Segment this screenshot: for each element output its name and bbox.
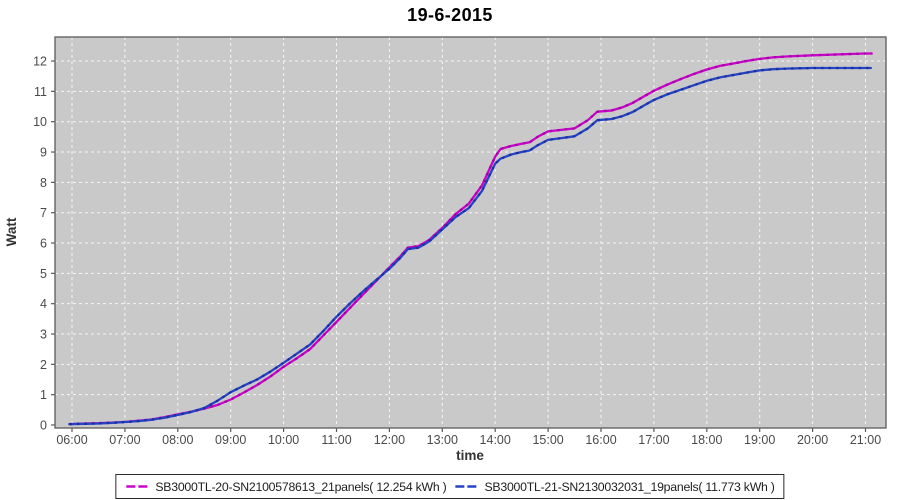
x-tick-label: 20:00 [797, 433, 828, 447]
legend-label-sb3000tl-20: SB3000TL-20-SN2100578613_21panels( 12.25… [155, 479, 447, 494]
x-tick-label: 17:00 [638, 433, 669, 447]
x-tick-label: 16:00 [585, 433, 616, 447]
x-tick-label: 06:00 [56, 433, 87, 447]
series-markers-1 [69, 52, 872, 426]
plot-background [55, 37, 886, 428]
x-tick-label: 13:00 [427, 433, 458, 447]
y-tick-label: 1 [40, 388, 47, 402]
y-tick-label: 5 [40, 267, 47, 281]
y-tick-label: 10 [33, 115, 47, 129]
x-tick-label: 09:00 [215, 433, 246, 447]
legend-line-icon-blue [455, 485, 480, 488]
y-tick-label: 3 [40, 328, 47, 342]
y-tick-label: 7 [40, 206, 47, 220]
chart-title: 19-6-2015 [407, 5, 493, 25]
y-tick-label: 11 [34, 85, 47, 99]
x-tick-label: 07:00 [109, 433, 140, 447]
y-tick-label: 12 [33, 55, 47, 69]
x-tick-label: 10:00 [268, 433, 299, 447]
y-tick-label: 8 [40, 176, 47, 190]
x-tick-label: 11:00 [321, 433, 351, 447]
y-tick-label: 2 [40, 358, 47, 372]
legend-item-sb3000tl-20: SB3000TL-20-SN2100578613_21panels( 12.25… [125, 479, 447, 494]
legend-line-icon-magenta [126, 485, 151, 488]
y-tick-label: 4 [40, 297, 47, 311]
x-tick-label: 14:00 [480, 433, 511, 447]
x-tick-label: 21:00 [850, 433, 881, 447]
y-tick-label: 9 [40, 146, 47, 160]
legend-item-sb3000tl-21: SB3000TL-21-SN2130032031_19panels( 11.77… [454, 479, 775, 494]
x-tick-label: 08:00 [162, 433, 193, 447]
legend: SB3000TL-20-SN2100578613_21panels( 12.25… [115, 474, 785, 499]
x-tick-label: 15:00 [532, 433, 563, 447]
plot-border [54, 36, 887, 429]
x-tick-label: 19:00 [744, 433, 775, 447]
y-tick-label: 6 [40, 237, 47, 251]
x-axis-title: time [456, 448, 484, 463]
y-tick-label: 0 [40, 419, 47, 433]
x-tick-label: 12:00 [374, 433, 405, 447]
x-tick-label: 18:00 [691, 433, 722, 447]
y-axis-title: Watt [4, 217, 19, 246]
plot-area: time Watt 06:00 07:00 08:00 09:00 10:00 11:00… [4, 36, 887, 463]
series-markers-2 [69, 66, 871, 426]
legend-label-sb3000tl-21: SB3000TL-21-SN2130032031_19panels( 11.77… [484, 479, 775, 494]
